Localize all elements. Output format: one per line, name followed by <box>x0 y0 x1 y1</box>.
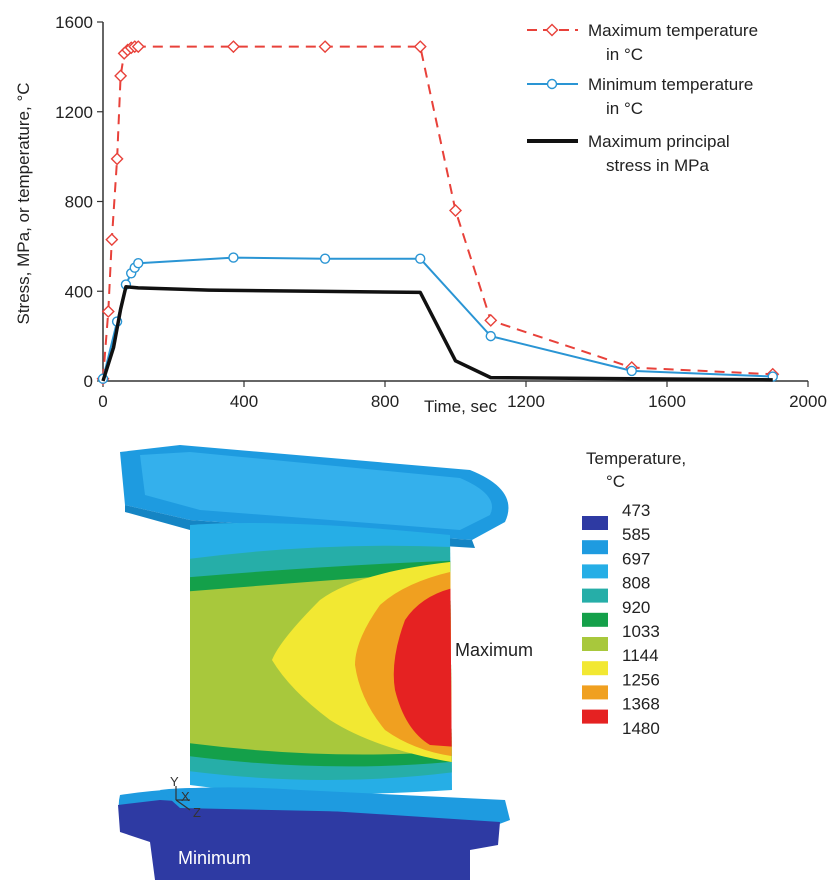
data-point-circle <box>546 78 558 90</box>
scale-swatch <box>582 612 608 627</box>
scale-swatch <box>582 709 608 724</box>
temperature-contour-figure: Y X Z Maximum Minimum Temperature, °C 47… <box>118 445 686 880</box>
y-tick-group: 0 400 800 1200 1600 <box>55 13 103 391</box>
scale-level-label: 585 <box>622 525 650 544</box>
scale-level-label: 1368 <box>622 695 660 714</box>
scale-title-line-2: °C <box>606 472 625 491</box>
plot-area: 0 400 800 1200 1600 2000 0 400 800 1200 1600 <box>55 13 827 411</box>
scale-swatch <box>582 661 608 676</box>
scale-swatch <box>582 516 608 530</box>
data-point-diamond <box>413 40 427 54</box>
y-tick-label: 1600 <box>55 13 93 32</box>
legend-label: Maximum principal <box>588 132 730 151</box>
scale-levels: 473 585 697 808 920 1033 1144 1256 1368 1480 <box>622 501 660 738</box>
data-point-diamond <box>318 40 332 54</box>
scale-level-label: 473 <box>622 501 650 520</box>
bottom-root <box>118 800 500 880</box>
bottom-platform-top <box>160 787 505 815</box>
label-maximum: Maximum <box>455 640 533 660</box>
axis-triad: Y X Z <box>170 774 201 820</box>
data-point-diamond <box>114 69 128 83</box>
legend-label: in °C <box>606 45 643 64</box>
axis-triad-y: Y <box>170 774 179 789</box>
scale-swatch <box>582 637 608 651</box>
scale-swatch <box>582 588 608 603</box>
data-point-circle <box>228 252 239 263</box>
scale-title-line-1: Temperature, <box>586 449 686 468</box>
series-3 <box>101 285 773 382</box>
scale-swatches <box>582 516 608 724</box>
series-layer <box>96 40 780 386</box>
scale-level-label: 1033 <box>622 622 660 641</box>
data-point-circle <box>626 365 637 377</box>
data-point-diamond <box>226 40 240 54</box>
legend-label: Minimum temperature <box>588 75 753 94</box>
scale-swatch <box>582 540 608 555</box>
x-tick-label: 1200 <box>507 392 545 411</box>
data-point-circle <box>133 258 144 269</box>
x-tick-label: 2000 <box>789 392 827 411</box>
scale-swatch <box>582 685 608 700</box>
x-tick-group: 0 400 800 1200 1600 2000 <box>98 381 827 411</box>
x-tick-label: 0 <box>98 392 107 411</box>
legend-label: Maximum temperature <box>588 21 758 40</box>
series-2 <box>97 252 778 384</box>
data-point-diamond <box>110 152 124 166</box>
legend-label: stress in MPa <box>606 156 710 175</box>
data-point-diamond <box>105 233 119 247</box>
series-line <box>101 285 773 382</box>
data-point-circle <box>485 330 496 342</box>
data-point-diamond <box>449 203 462 217</box>
x-axis-label: Time, sec <box>424 397 498 416</box>
axis-triad-z: Z <box>193 805 201 820</box>
y-tick-label: 400 <box>65 282 93 301</box>
x-tick-label: 800 <box>371 392 399 411</box>
data-point-circle <box>415 253 426 264</box>
chart-legend: Maximum temperature in °C Minimum temperat… <box>527 21 758 175</box>
y-tick-label: 0 <box>84 372 93 391</box>
legend-label: in °C <box>606 99 643 118</box>
scale-level-label: 1256 <box>622 670 660 689</box>
data-point-diamond <box>101 304 115 318</box>
label-minimum: Minimum <box>178 848 251 868</box>
y-tick-label: 1200 <box>55 103 93 122</box>
data-point-circle <box>319 253 331 264</box>
y-tick-label: 800 <box>65 193 93 212</box>
axis-triad-x: X <box>181 789 190 804</box>
data-point-diamond <box>131 40 145 54</box>
scale-level-label: 697 <box>622 549 650 568</box>
x-tick-label: 1600 <box>648 392 686 411</box>
data-point-diamond <box>484 313 498 327</box>
scale-swatch <box>582 564 608 579</box>
scale-level-label: 808 <box>622 574 650 593</box>
airfoil-contours <box>190 522 452 794</box>
series-line <box>102 45 773 379</box>
temperature-scale-legend: Temperature, °C 473 585 697 808 920 1033 1144 1… <box>582 449 686 738</box>
series-line <box>102 256 773 379</box>
line-chart: 0 400 800 1200 1600 2000 0 400 800 1200 1600 Time… <box>14 13 827 416</box>
x-tick-label: 400 <box>230 392 258 411</box>
data-point-diamond <box>545 23 559 37</box>
scale-level-label: 1144 <box>622 646 659 665</box>
scale-level-label: 920 <box>622 598 650 617</box>
scale-level-label: 1480 <box>622 719 660 738</box>
y-axis-label: Stress, MPa, or temperature, °C <box>14 82 33 324</box>
top-shroud-highlight <box>140 452 492 530</box>
